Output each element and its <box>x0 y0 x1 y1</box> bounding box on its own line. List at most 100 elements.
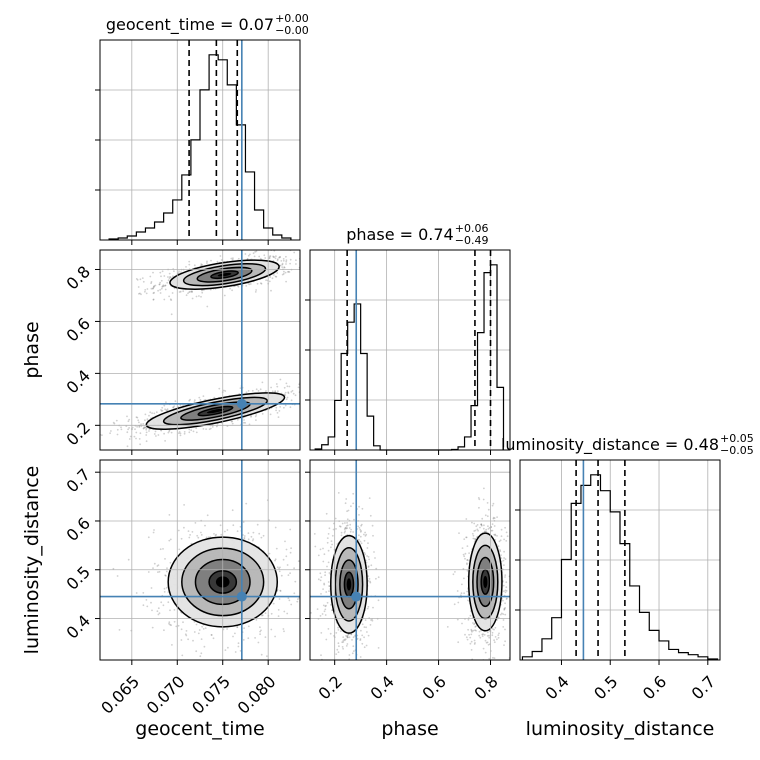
sample-point <box>324 571 327 574</box>
sample-point <box>153 285 155 288</box>
sample-point <box>303 261 305 263</box>
panel-geocent-time-vs-luminosity-distance <box>99 459 301 661</box>
sample-point <box>157 564 160 566</box>
sample-point <box>289 551 292 554</box>
sample-point <box>172 406 175 409</box>
sample-point <box>361 642 364 645</box>
sample-point <box>369 624 372 626</box>
sample-point <box>250 414 253 417</box>
sample-point <box>469 614 472 617</box>
sample-point <box>164 284 167 287</box>
sample-point <box>245 391 248 394</box>
sample-point <box>473 623 475 626</box>
sample-point <box>275 383 278 385</box>
sample-point <box>301 394 303 396</box>
sample-point <box>236 626 239 629</box>
sample-point <box>361 623 364 626</box>
sample-point <box>480 524 483 527</box>
sample-point <box>127 428 129 431</box>
sample-point <box>283 393 286 396</box>
sample-point <box>289 258 292 261</box>
sample-point <box>486 635 489 637</box>
sample-point <box>144 290 146 293</box>
sample-point <box>486 502 489 504</box>
sample-point <box>163 432 166 435</box>
sample-point <box>505 540 508 542</box>
sample-point <box>483 524 485 527</box>
sample-point <box>140 293 142 296</box>
sample-point <box>165 409 168 411</box>
sample-point <box>201 291 204 294</box>
sample-point <box>237 285 240 288</box>
sample-point <box>290 399 293 402</box>
sample-point <box>163 275 166 277</box>
sample-point <box>136 425 139 428</box>
sample-point <box>173 287 176 290</box>
title-minus-error: −0.00 <box>275 24 309 37</box>
sample-point <box>205 536 208 539</box>
sample-point <box>334 517 337 520</box>
sample-point <box>504 602 506 605</box>
sample-point <box>216 260 219 263</box>
sample-point <box>276 412 279 414</box>
sample-point <box>368 578 371 580</box>
sample-point <box>279 590 282 592</box>
sample-point <box>185 634 188 637</box>
sample-point <box>226 529 229 531</box>
sample-point <box>281 273 284 276</box>
sample-point <box>153 433 156 435</box>
sample-point <box>505 664 507 666</box>
sample-point <box>165 586 168 589</box>
sample-point <box>325 591 328 593</box>
sample-point <box>364 531 366 534</box>
sample-point <box>260 653 263 656</box>
sample-point <box>183 504 186 506</box>
sample-point <box>173 620 176 623</box>
sample-point <box>135 592 138 594</box>
sample-point <box>463 538 466 540</box>
sample-point <box>218 387 221 390</box>
sample-point <box>500 528 503 531</box>
sample-point <box>487 643 490 646</box>
sample-point <box>488 634 490 637</box>
sample-point <box>496 516 498 518</box>
sample-point <box>120 426 122 429</box>
sample-point <box>494 636 497 638</box>
sample-point <box>347 509 350 512</box>
sample-point <box>327 549 330 552</box>
sample-point <box>260 282 262 285</box>
sample-point <box>220 533 223 536</box>
sample-point <box>492 517 495 520</box>
sample-point <box>491 523 494 525</box>
sample-point <box>248 423 251 426</box>
sample-point <box>360 629 362 632</box>
sample-point <box>471 521 473 524</box>
sample-point <box>232 524 235 527</box>
sample-point <box>193 401 196 403</box>
sample-point <box>195 427 198 430</box>
sample-point <box>254 251 256 253</box>
sample-point <box>316 608 319 610</box>
sample-point <box>461 547 464 549</box>
sample-point <box>227 646 229 649</box>
sample-point <box>502 584 505 587</box>
sample-point <box>120 428 123 431</box>
sample-point <box>492 502 495 505</box>
sample-point <box>343 531 346 534</box>
sample-point <box>325 638 328 641</box>
sample-point <box>213 396 216 399</box>
sample-point <box>142 423 145 425</box>
sample-point <box>198 295 200 297</box>
sample-point <box>183 432 186 435</box>
sample-point <box>325 512 328 515</box>
sample-point <box>192 430 195 433</box>
sample-point <box>456 590 459 592</box>
sample-point <box>224 390 227 392</box>
truth-marker <box>236 591 247 602</box>
sample-point <box>465 636 468 639</box>
y-tick-label: 0.2 <box>63 418 94 449</box>
sample-point <box>127 420 130 423</box>
sample-point <box>491 668 493 670</box>
density-phase-vs-luminosity-distance <box>310 487 510 670</box>
sample-point <box>346 636 349 639</box>
